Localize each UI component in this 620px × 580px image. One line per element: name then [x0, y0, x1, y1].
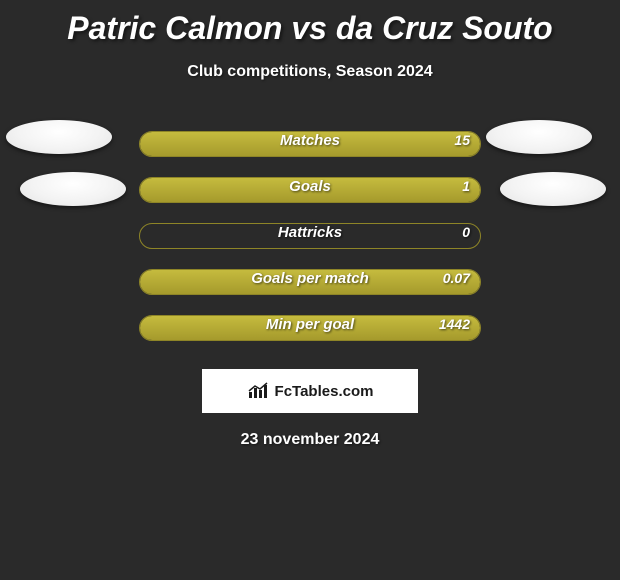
- stat-bar-track: Min per goal1442: [139, 315, 481, 341]
- footer-brand-text: FcTables.com: [275, 383, 374, 400]
- stat-row: Hattricks0: [0, 213, 620, 259]
- stat-bar-right: [140, 132, 480, 156]
- stat-row: Goals1: [0, 167, 620, 213]
- stat-bar-right: [140, 270, 480, 294]
- stat-bar-track: Goals per match0.07: [139, 269, 481, 295]
- stat-bar-track: Hattricks0: [139, 223, 481, 249]
- date-text: 23 november 2024: [0, 431, 620, 449]
- stat-label: Hattricks: [140, 224, 480, 241]
- page-title: Patric Calmon vs da Cruz Souto: [0, 0, 620, 47]
- stat-bar-right: [140, 178, 480, 202]
- page-subtitle: Club competitions, Season 2024: [0, 63, 620, 81]
- stat-row: Goals per match0.07: [0, 259, 620, 305]
- stat-value-right: 0: [462, 224, 470, 240]
- stat-rows: Matches15 Goals1 Hattricks0 Goals per match…: [0, 121, 620, 351]
- stat-row: Matches15: [0, 121, 620, 167]
- stat-bar-track: Goals1: [139, 177, 481, 203]
- stat-bar-right: [140, 316, 480, 340]
- footer-brand-box: FcTables.com: [202, 369, 418, 413]
- chart-icon: [247, 382, 269, 400]
- stat-row: Min per goal1442: [0, 305, 620, 351]
- stat-bar-track: Matches15: [139, 131, 481, 157]
